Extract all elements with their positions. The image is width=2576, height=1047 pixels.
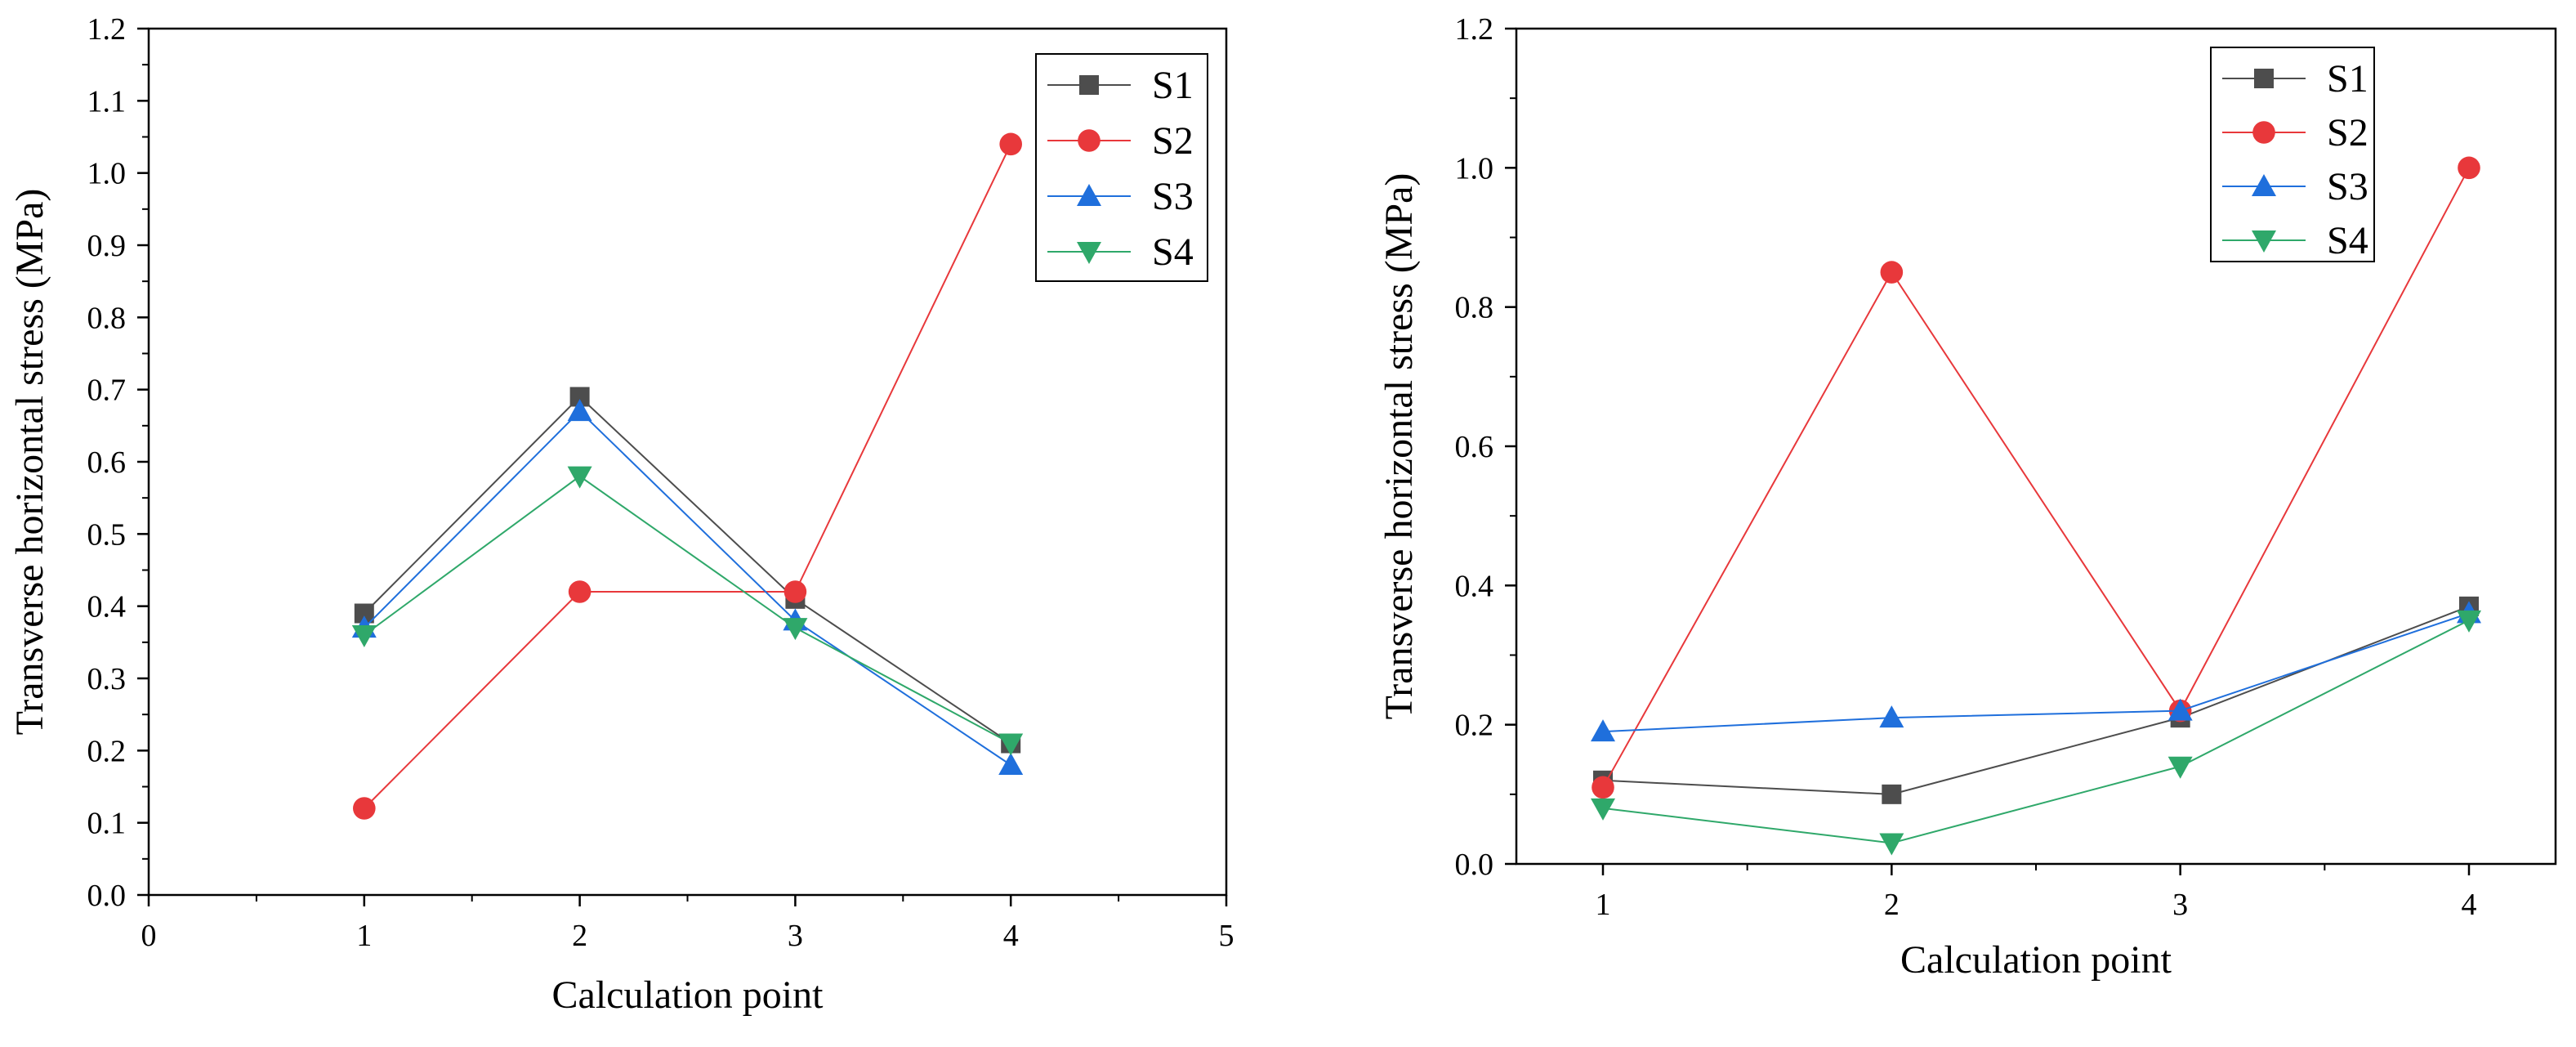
series-line-s1 — [1602, 605, 2470, 795]
y-tick-label: 1.2 — [1455, 12, 1494, 47]
legend-marker-s3 — [1077, 184, 1101, 206]
legend-box — [1035, 53, 1208, 282]
data-point-s1-2 — [1882, 784, 1902, 804]
x-tick-label: 5 — [1219, 919, 1234, 953]
legend-label-s1: S1 — [2327, 57, 2368, 101]
y-tick-label: 1.0 — [1455, 151, 1494, 186]
data-point-s2-1 — [1592, 776, 1614, 799]
series-s1 — [354, 387, 1021, 754]
x-tick-label: 4 — [1003, 919, 1019, 953]
y-axis-title: Transverse horizontal stress (MPa) — [8, 189, 51, 736]
y-tick-label: 1.0 — [87, 157, 127, 191]
series-line-s4 — [1602, 620, 2470, 844]
y-tick-label: 0.2 — [1455, 709, 1494, 743]
chart-1: 0 1 2 3 4 5 0.0 0.1 0.2 0.3 0.4 0.5 0.6 0.7 0.8 0.9 1.0 1… — [8, 12, 1234, 1017]
plot-frame — [1515, 27, 2557, 866]
legend-box — [2210, 47, 2375, 262]
y-tick-label: 0.2 — [87, 734, 127, 768]
data-point-s4-2 — [567, 466, 592, 489]
legend-label-s3: S3 — [2327, 165, 2368, 208]
x-tick-label: 3 — [788, 919, 803, 953]
legend-label-s1: S1 — [1152, 64, 1194, 107]
data-point-s3-2 — [1879, 705, 1904, 728]
x-tick-label: 1 — [356, 919, 372, 953]
data-point-s2-4 — [999, 132, 1022, 156]
series-s3 — [1591, 601, 2481, 742]
y-tick-label: 1.2 — [87, 12, 127, 47]
data-point-s4-1 — [1591, 798, 1615, 821]
legend-marker-s2 — [2252, 121, 2275, 144]
series-line-s1 — [364, 396, 1011, 745]
data-point-s2-1 — [353, 797, 376, 820]
series-s4 — [351, 466, 1024, 756]
data-point-s3-1 — [1591, 719, 1615, 742]
series-s2 — [353, 132, 1022, 820]
data-point-s4-2 — [1879, 833, 1904, 856]
legend-label-s3: S3 — [1152, 175, 1194, 218]
y-tick-label: 0.1 — [87, 807, 127, 841]
legend-label-s4: S4 — [1152, 230, 1194, 274]
legend-marker-s2 — [1078, 129, 1100, 152]
series-line-s3 — [364, 409, 1011, 766]
y-axis-title: Transverse horizontal stress (MPa) — [1377, 173, 1421, 720]
y-tick-label: 0.0 — [87, 879, 127, 913]
data-point-s2-2 — [568, 580, 592, 603]
x-tick-label: 4 — [2462, 888, 2477, 922]
data-point-s3-2 — [567, 399, 592, 422]
y-tick-label: 0.0 — [1455, 848, 1494, 882]
series-line-s3 — [1602, 612, 2470, 733]
x-tick-label: 0 — [141, 919, 157, 953]
series-line-s2 — [1602, 167, 2470, 788]
y-tick-label: 0.8 — [1455, 291, 1494, 325]
data-point-s4-3 — [2168, 756, 2193, 779]
x-tick-label: 3 — [2172, 888, 2188, 922]
data-point-s3-3 — [2168, 698, 2193, 721]
data-point-s2-4 — [2458, 156, 2480, 180]
x-axis-title: Calculation point — [552, 973, 824, 1017]
chart-2: 1 2 3 4 0.0 0.2 0.4 0.6 0.8 1.0 1.2 Calculation poi… — [1377, 12, 2557, 982]
data-point-s4-1 — [351, 625, 377, 647]
y-tick-label: 0.4 — [87, 590, 127, 624]
series-line-s4 — [364, 475, 1011, 745]
legend-marker-s4 — [2252, 230, 2276, 253]
data-point-s4-3 — [783, 618, 808, 641]
data-point-s4-4 — [2457, 610, 2481, 633]
series-s4 — [1591, 610, 2481, 856]
legend-label-s4: S4 — [2327, 219, 2368, 262]
x-axis-title: Calculation point — [1900, 938, 2172, 982]
legend-marker-s1 — [1079, 75, 1099, 95]
y-tick-label: 0.5 — [87, 517, 127, 552]
data-point-s4-4 — [998, 733, 1024, 756]
y-tick-label: 0.6 — [87, 445, 127, 480]
data-point-s2-3 — [784, 580, 807, 603]
data-point-s3-4 — [998, 753, 1024, 775]
series-s1 — [1593, 596, 2479, 804]
legend: S1 S2 S3 S4 — [1035, 53, 1208, 282]
y-tick-label: 0.9 — [87, 229, 127, 263]
legend: S1 S2 S3 S4 — [2210, 47, 2375, 262]
legend-label-s2: S2 — [1152, 119, 1194, 163]
x-tick-label: 2 — [1884, 888, 1900, 922]
x-tick-label: 1 — [1596, 888, 1611, 922]
legend-label-s2: S2 — [2327, 111, 2368, 154]
series-line-s2 — [364, 143, 1012, 809]
y-tick-label: 0.8 — [87, 301, 127, 335]
x-tick-label: 2 — [572, 919, 587, 953]
legend-marker-s1 — [2254, 69, 2274, 88]
y-tick-label: 0.6 — [1455, 430, 1494, 464]
y-tick-label: 0.7 — [87, 374, 127, 408]
y-tick-label: 0.4 — [1455, 569, 1494, 603]
legend-marker-s4 — [1077, 242, 1101, 264]
legend-marker-s3 — [2252, 174, 2276, 196]
y-tick-label: 0.3 — [87, 662, 127, 696]
data-point-s2-2 — [1880, 261, 1904, 284]
y-tick-label: 1.1 — [87, 84, 127, 119]
